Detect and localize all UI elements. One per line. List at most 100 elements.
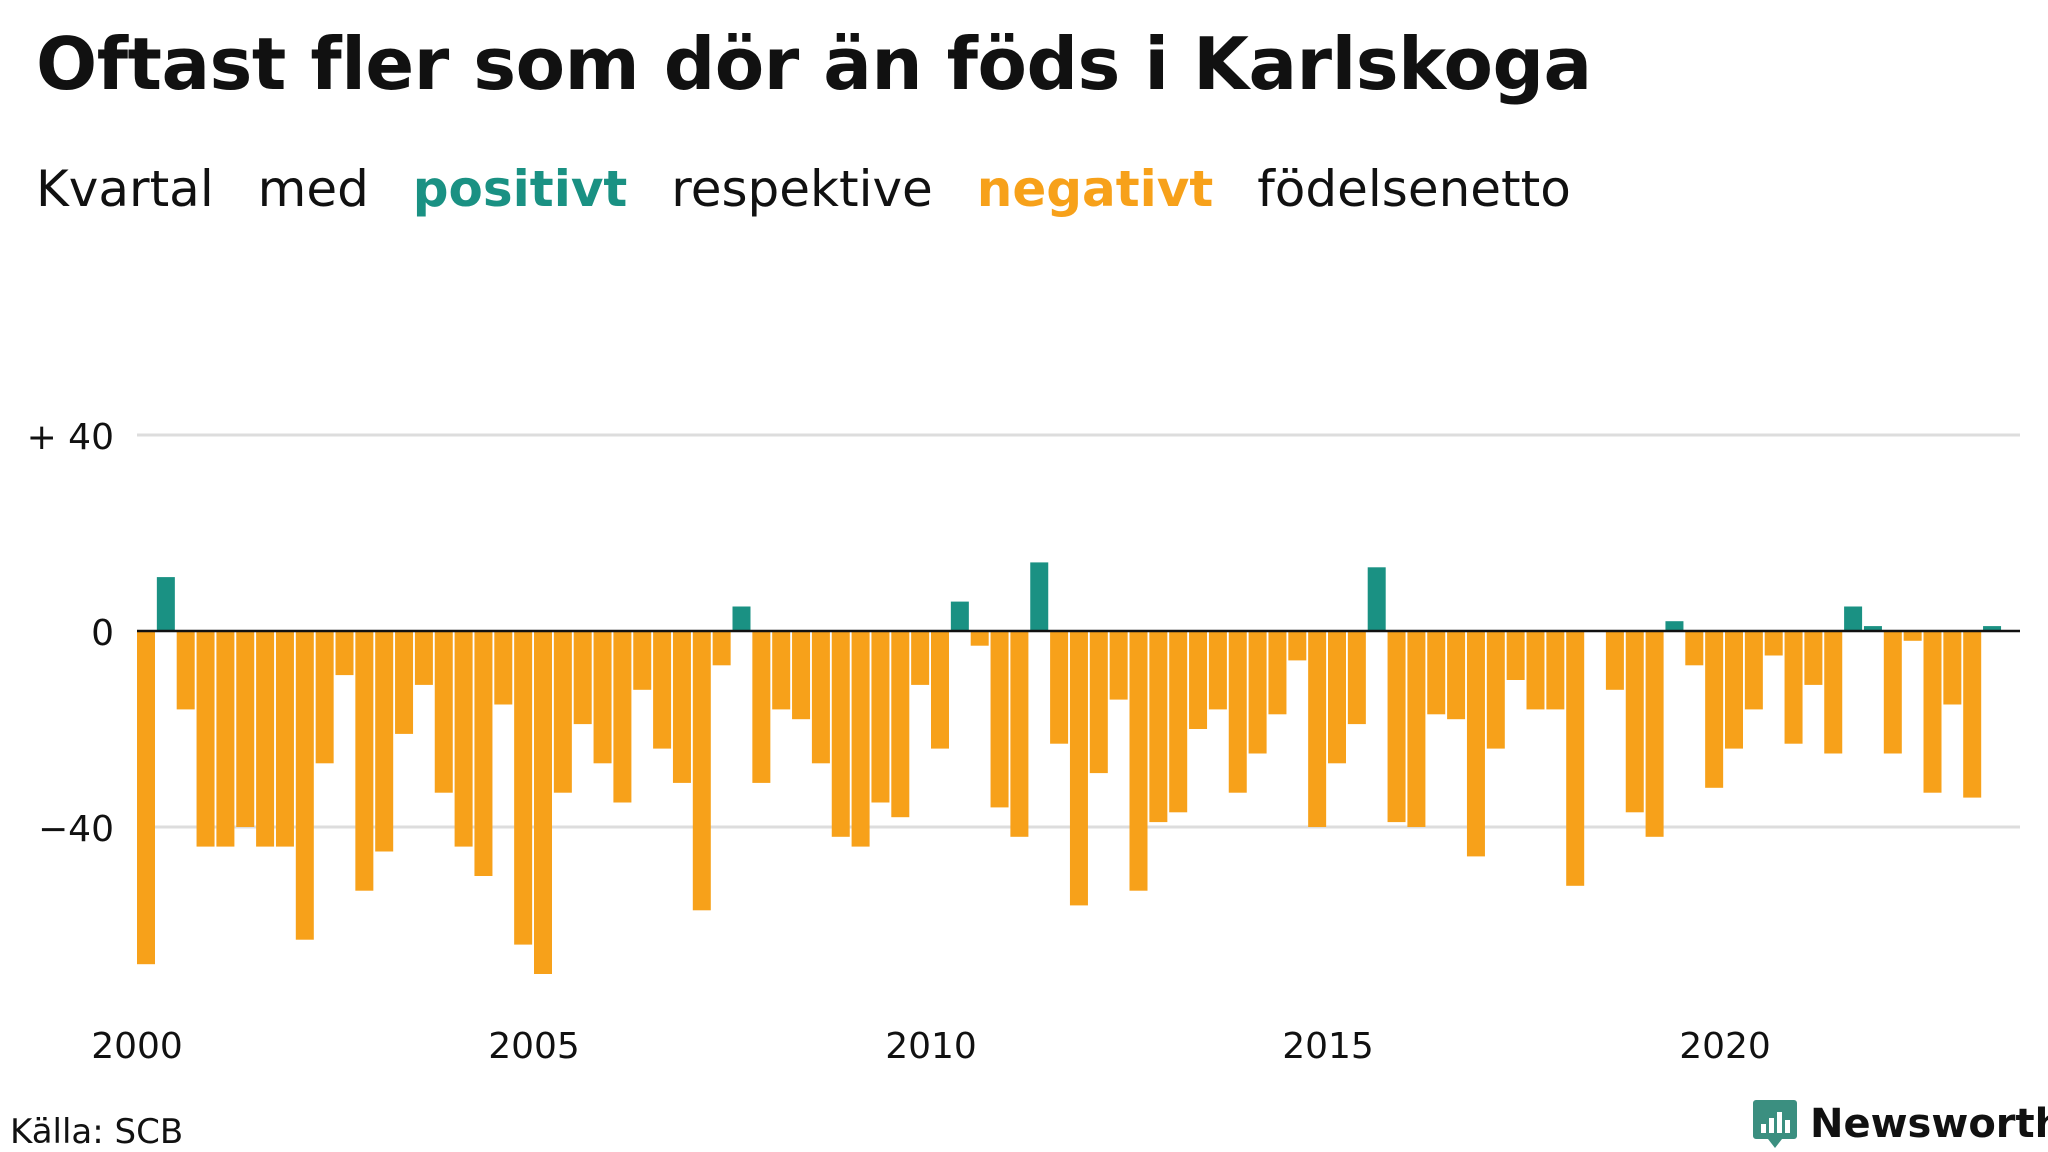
x-tick-label: 2010 [885,1026,977,1067]
bar [176,631,195,710]
subtitle-positive-word: positivt [412,160,628,218]
bar [970,631,989,646]
bar [1427,631,1446,715]
bar [633,631,652,690]
y-tick-label: 0 [91,613,114,654]
bar [573,631,592,725]
bar [1030,562,1049,631]
bar [1050,631,1069,744]
bar [1863,626,1882,631]
bar [1169,631,1188,813]
bar [1764,631,1783,656]
bar [1625,631,1644,813]
bar [295,631,314,940]
bar [950,601,969,631]
bar [931,631,949,749]
bar [216,631,235,847]
bar [1407,631,1426,827]
bar [1705,631,1724,788]
bar [1129,631,1148,891]
bar [1526,631,1545,710]
x-tick-label: 2015 [1282,1026,1374,1067]
bar [1506,631,1525,680]
bar [275,631,294,847]
subtitle-part-2: med [257,160,369,218]
chart-subtitle: Kvartal med positivt respektive negativt… [36,160,1599,218]
bar [891,631,910,818]
subtitle-part-4: födelsenetto [1257,160,1571,218]
bar [1883,631,1902,754]
bar [911,631,930,685]
bar [534,631,552,974]
bar [474,631,493,876]
subtitle-negative-word: negativt [976,160,1214,218]
bar [613,631,632,803]
bar [851,631,870,847]
bar [355,631,374,891]
bar [1387,631,1406,823]
subtitle-part-1: Kvartal [36,160,214,218]
bar [1725,631,1743,749]
bar [1367,567,1386,631]
bar [1189,631,1208,729]
bar [1268,631,1287,715]
bar [1744,631,1763,710]
subtitle-part-3: respektive [671,160,933,218]
bar [553,631,572,793]
bar [772,631,791,710]
bar [196,631,215,847]
bar [1149,631,1168,823]
bar [871,631,890,803]
bar [395,631,414,734]
bar [236,631,255,827]
bar [1824,631,1843,754]
bar [1228,631,1247,793]
bar [1109,631,1128,700]
bar [335,631,354,676]
bar [712,631,731,666]
bar [1804,631,1823,685]
bar [1784,631,1803,744]
bar [1089,631,1108,774]
bar [1923,631,1942,793]
bar [1308,631,1327,827]
bar [137,631,155,965]
bar [1248,631,1267,754]
bar [494,631,513,705]
x-tick-label: 2000 [91,1026,183,1067]
bar [1486,631,1505,749]
bar [792,631,811,720]
bar [375,631,394,852]
newsworthy-logo-icon [1753,1100,1797,1148]
x-tick-label: 2020 [1679,1026,1771,1067]
bar [1566,631,1585,886]
bar [1844,606,1863,631]
bar [1645,631,1664,837]
chart-title: Oftast fler som dör än föds i Karlskoga [36,22,1592,106]
bar [156,577,175,631]
bar [1903,631,1922,641]
bar [454,631,473,847]
source-note: Källa: SCB [10,1112,184,1152]
bar [1685,631,1704,666]
bar [752,631,771,783]
bar [1605,631,1624,690]
bar [593,631,612,764]
bar [414,631,433,685]
y-tick-label: −40 [38,809,114,850]
bar [1983,626,2002,631]
x-tick-label: 2005 [488,1026,580,1067]
bar [1328,631,1346,764]
bar [1069,631,1088,906]
bar [1447,631,1466,720]
brand: Newsworthy [1752,1098,2048,1150]
y-tick-label: + 40 [27,417,114,458]
bar [1466,631,1485,857]
y-axis-ticks: + 40 0 −40 [27,417,114,850]
bar [831,631,850,837]
bar [1208,631,1227,710]
brand-name: Newsworthy [1810,1101,2048,1147]
bar [811,631,830,764]
bar [1347,631,1366,725]
